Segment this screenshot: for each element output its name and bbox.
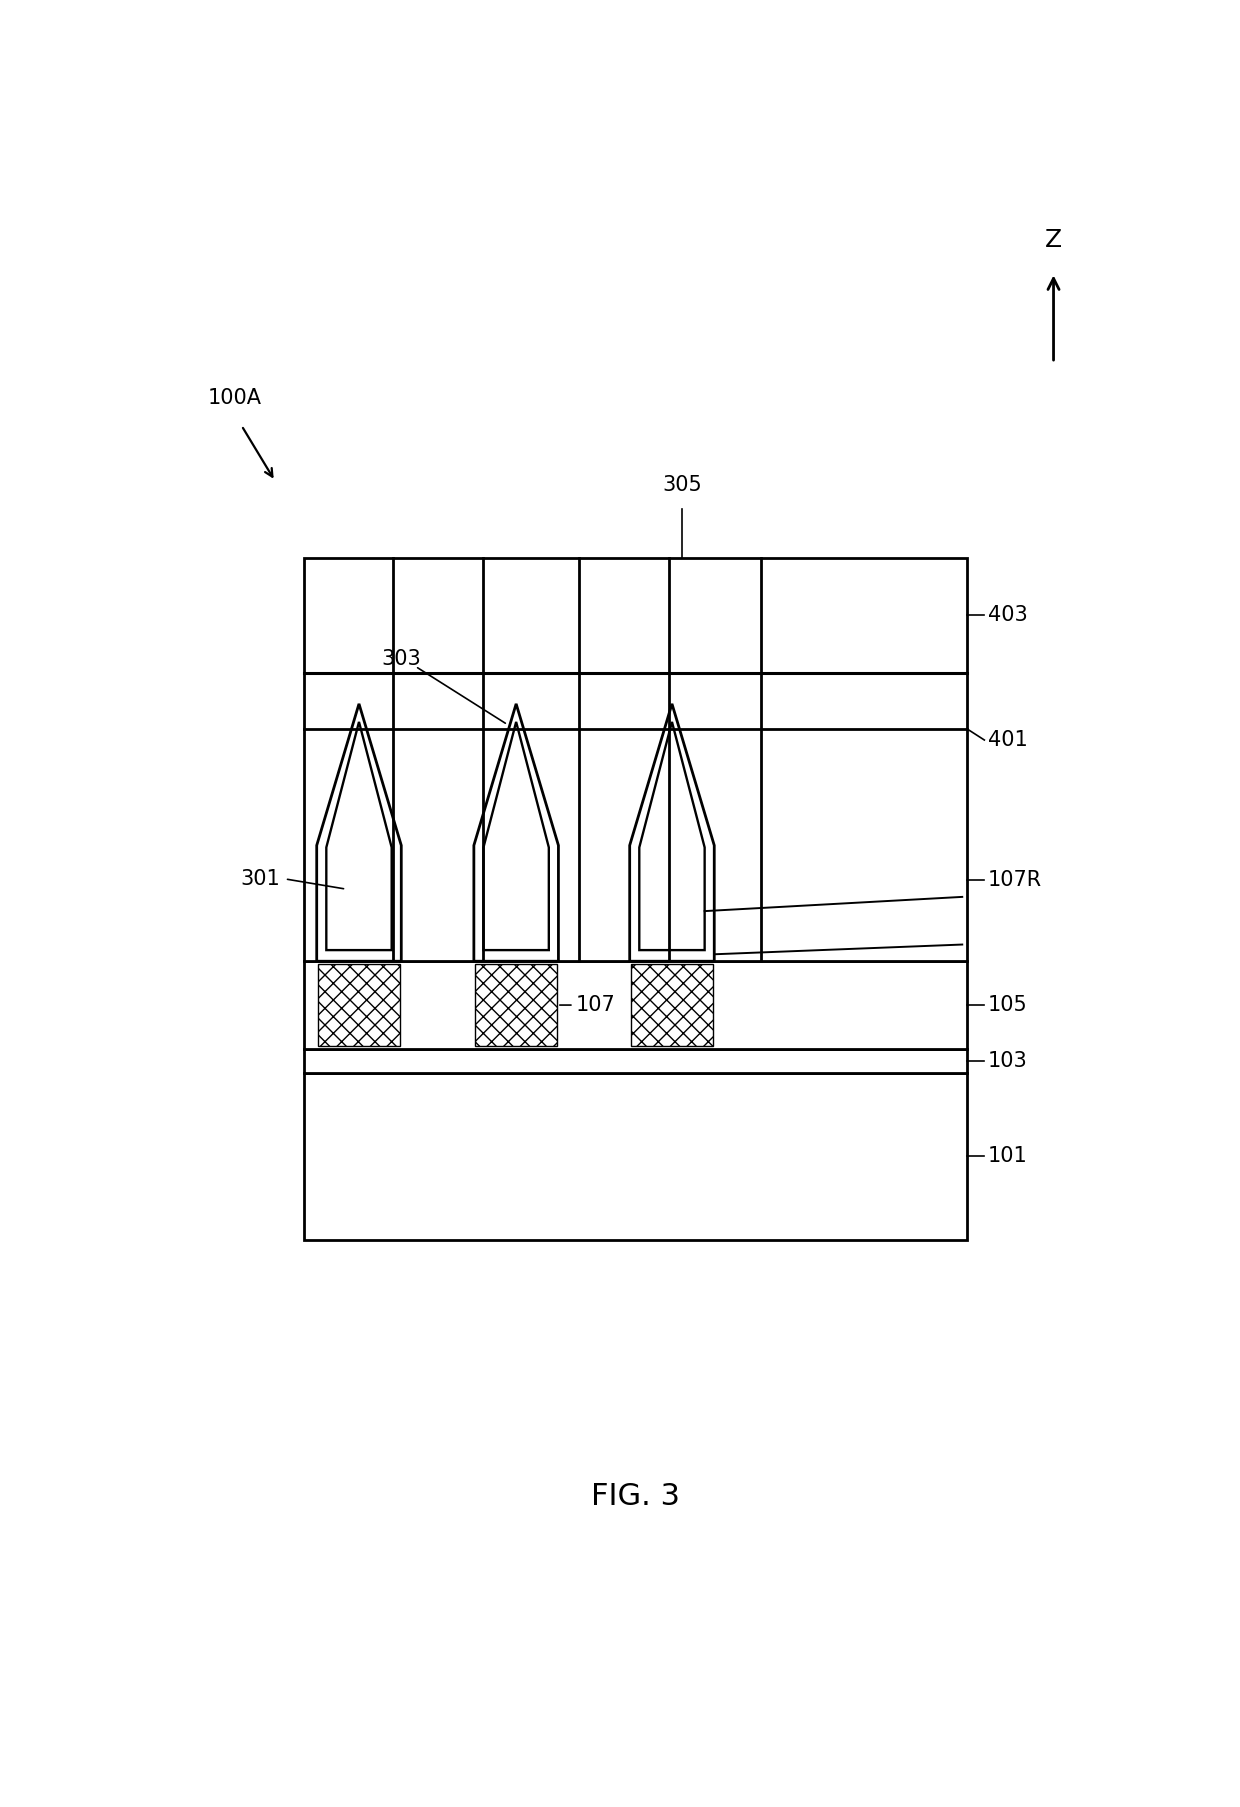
Text: 101: 101 <box>988 1146 1028 1166</box>
Bar <box>304 558 967 961</box>
Text: 107: 107 <box>575 996 615 1016</box>
Text: 403: 403 <box>988 605 1028 625</box>
Bar <box>319 963 399 1046</box>
Bar <box>304 1048 967 1073</box>
Text: 305: 305 <box>662 475 702 495</box>
Bar <box>631 963 713 1046</box>
Text: 103: 103 <box>988 1050 1028 1072</box>
Text: Z: Z <box>1045 228 1063 251</box>
Bar <box>304 1073 967 1240</box>
Text: 303: 303 <box>382 649 422 669</box>
Bar <box>475 963 557 1046</box>
Text: 100A: 100A <box>208 389 262 408</box>
Text: 107R: 107R <box>988 869 1043 889</box>
Text: 105: 105 <box>988 996 1028 1016</box>
Text: 401: 401 <box>988 730 1028 750</box>
Text: FIG. 3: FIG. 3 <box>591 1482 680 1511</box>
Bar <box>304 961 967 1048</box>
Text: 301: 301 <box>241 869 280 889</box>
